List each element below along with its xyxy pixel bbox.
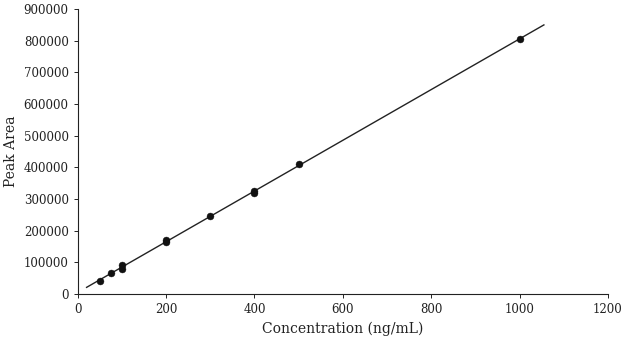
X-axis label: Concentration (ng/mL): Concentration (ng/mL): [262, 321, 424, 336]
Point: [117, 266, 127, 271]
Point: [293, 162, 303, 167]
Point: [117, 263, 127, 268]
Point: [106, 271, 116, 276]
Point: [95, 278, 105, 284]
Point: [205, 214, 215, 219]
Point: [515, 36, 525, 42]
Point: [161, 237, 171, 243]
Point: [250, 190, 260, 196]
Point: [250, 188, 260, 194]
Point: [161, 239, 171, 244]
Y-axis label: Peak Area: Peak Area: [4, 116, 18, 187]
